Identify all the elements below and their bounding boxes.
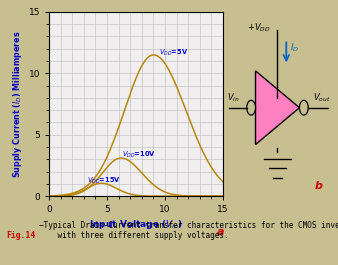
Text: $V_{out}$: $V_{out}$ xyxy=(313,91,330,104)
Text: –Typical Drain-Current transfer characteristics for the CMOS inverter
    with t: –Typical Drain-Current transfer characte… xyxy=(39,221,338,241)
Text: b: b xyxy=(315,181,323,191)
Y-axis label: Supply Current ($I_D$) Milliamperes: Supply Current ($I_D$) Milliamperes xyxy=(11,30,24,178)
Text: $I_D$: $I_D$ xyxy=(290,42,299,54)
Text: $V_{DD}$=5V: $V_{DD}$=5V xyxy=(159,48,188,58)
Text: $V_{DD}$=10V: $V_{DD}$=10V xyxy=(122,150,156,160)
Text: Fig.14: Fig.14 xyxy=(6,232,35,241)
Circle shape xyxy=(299,100,308,115)
Circle shape xyxy=(247,100,256,115)
Text: a: a xyxy=(217,227,225,237)
Text: $V_{DD}$=15V: $V_{DD}$=15V xyxy=(87,176,121,186)
Polygon shape xyxy=(256,71,299,144)
Text: $V_{in}$: $V_{in}$ xyxy=(227,91,240,104)
Text: $+V_{DD}$: $+V_{DD}$ xyxy=(247,21,270,34)
X-axis label: Input Voltage ($V_{in}$): Input Voltage ($V_{in}$) xyxy=(89,218,183,231)
